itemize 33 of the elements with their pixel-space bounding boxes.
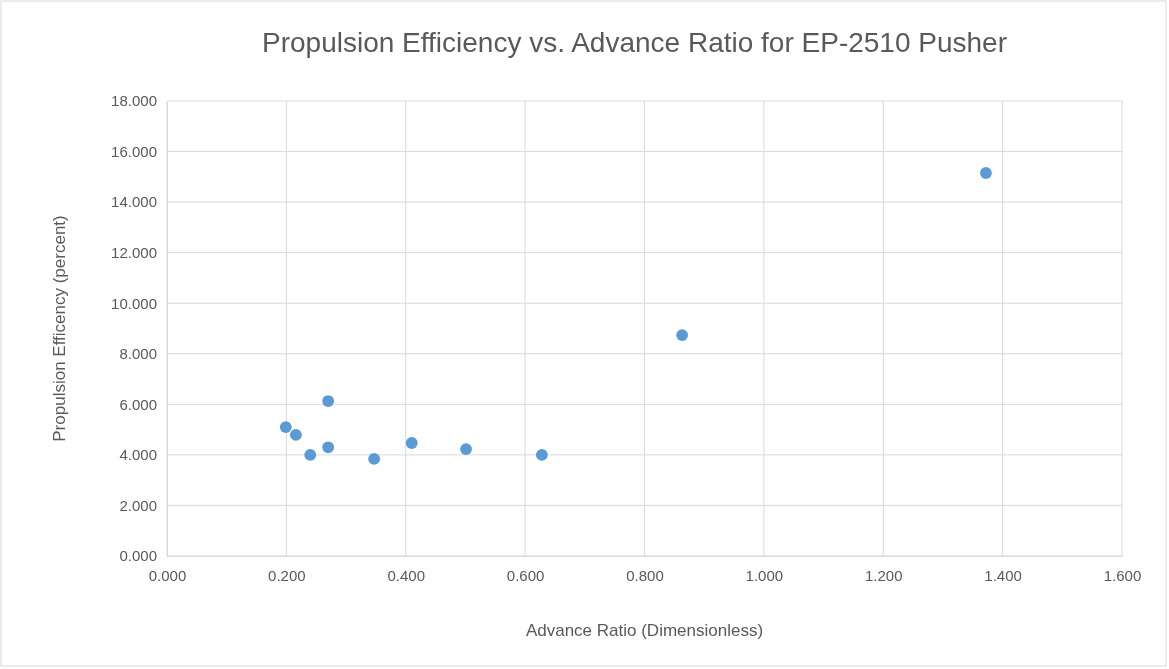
point (322, 441, 335, 454)
point (676, 329, 689, 341)
x-tick-label: 0.600 (506, 566, 545, 584)
point (368, 453, 381, 465)
x-axis-title: Advance Ratio (Dimensionless) (525, 621, 764, 640)
point (322, 395, 335, 407)
y-tick-label: 0.000 (119, 547, 157, 565)
y-axis-title: Propulsion Efficency (percent) (50, 215, 69, 442)
point (980, 167, 992, 179)
point (535, 448, 548, 461)
x-tick-label: 1.600 (1103, 566, 1142, 584)
point (304, 448, 317, 461)
x-tick-label: 0.000 (148, 566, 187, 584)
point (405, 437, 418, 449)
x-tick-label: 0.200 (268, 566, 306, 584)
y-tick-label: 2.000 (119, 496, 157, 514)
chart-title: Propulsion Efficiency vs. Advance Ratio for EP-2510 Pusher (262, 27, 1007, 58)
x-tick-label: 1.400 (984, 566, 1022, 584)
y-tick-label: 10.000 (111, 294, 157, 312)
point (279, 421, 292, 433)
x-tick-label: 1.200 (864, 566, 903, 584)
y-tick-label: 12.000 (111, 243, 157, 261)
x-tick-label: 0.400 (387, 566, 426, 584)
x-tick-label: 1.000 (745, 566, 784, 584)
y-tick-label: 4.000 (119, 446, 157, 464)
y-tick-label: 18.000 (111, 92, 157, 110)
y-tick-label: 8.000 (119, 345, 157, 363)
y-tick-label: 16.000 (111, 142, 157, 160)
point (460, 443, 472, 455)
y-tick-label: 14.000 (111, 193, 157, 211)
point (290, 429, 302, 441)
x-tick-label: 0.800 (626, 566, 664, 584)
y-tick-label: 6.000 (119, 395, 157, 413)
